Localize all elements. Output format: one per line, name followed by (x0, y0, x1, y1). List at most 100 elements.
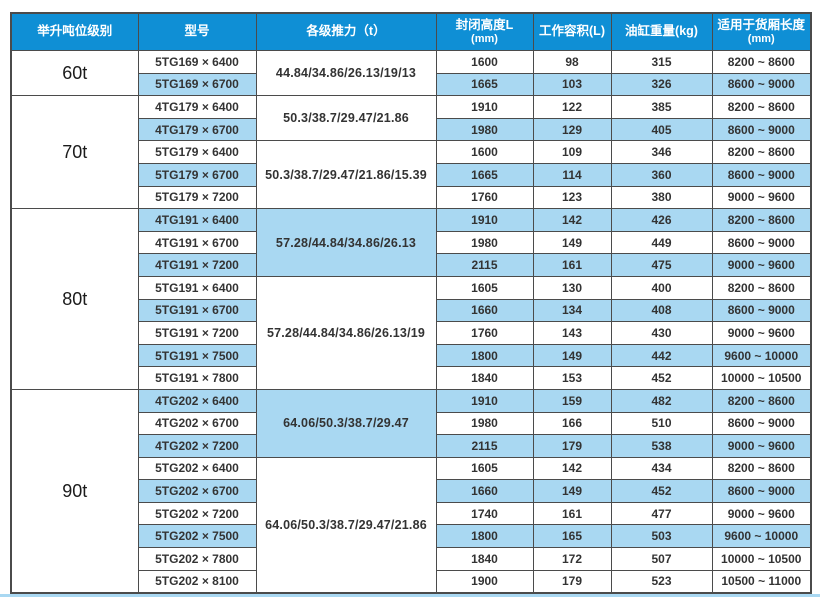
cylinder-weight-cell: 405 (610, 117, 713, 142)
tonnage-cell: 70t (10, 95, 139, 210)
working-volume-cell: 153 (532, 366, 612, 390)
working-volume-cell: 123 (532, 185, 612, 210)
closed-height-cell: 1760 (435, 321, 534, 345)
header-cell: 油缸重量(kg) (610, 12, 713, 51)
box-length-cell: 8200 ~ 8600 (711, 208, 812, 232)
cylinder-weight-cell: 315 (610, 50, 713, 74)
box-length-cell: 8600 ~ 9000 (711, 479, 812, 503)
header-row: 举升吨位级别 型号 各级推力（t） 封闭高度L (mm) 工作容积(L) 油缸重量(kg) 适… (10, 12, 812, 51)
working-volume-cell: 179 (532, 569, 612, 594)
model-cell: 5TG191 × 7200 (137, 321, 257, 345)
model-cell: 5TG191 × 7500 (137, 343, 257, 368)
model-cell: 4TG191 × 6400 (137, 208, 257, 232)
thrust-cell: 50.3/38.7/29.47/21.86 (255, 95, 437, 142)
thrust-cell: 44.84/34.86/26.13/19/13 (255, 49, 437, 97)
working-volume-cell: 122 (532, 95, 612, 119)
header-cell: 封闭高度L (mm) (435, 12, 534, 51)
cylinder-weight-cell: 360 (610, 162, 713, 187)
header-cell: 各级推力（t） (255, 12, 437, 51)
closed-height-cell: 1665 (435, 72, 534, 97)
model-cell: 4TG202 × 7200 (137, 434, 257, 458)
model-cell: 4TG202 × 6400 (137, 388, 257, 413)
model-cell: 5TG202 × 6400 (137, 456, 257, 481)
closed-height-cell: 1660 (435, 479, 534, 503)
cylinder-weight-cell: 449 (610, 230, 713, 255)
cylinder-weight-cell: 503 (610, 524, 713, 549)
closed-height-cell: 1910 (435, 388, 534, 413)
closed-height-cell: 1605 (435, 275, 534, 300)
working-volume-cell: 159 (532, 388, 612, 413)
table-row: 5TG202 × 7800 1840 172 507 10000 ~ 10500 (11, 547, 812, 571)
table-row: 5TG191 × 7500 1800 149 442 9600 ~ 10000 (11, 343, 812, 368)
closed-height-cell: 1980 (435, 117, 534, 142)
closed-height-cell: 1600 (435, 50, 534, 74)
working-volume-cell: 166 (532, 411, 612, 436)
model-cell: 5TG202 × 6700 (137, 479, 257, 503)
box-length-cell: 10500 ~ 11000 (711, 569, 812, 594)
closed-height-cell: 1980 (435, 411, 534, 436)
cylinder-weight-cell: 510 (610, 411, 713, 436)
cylinder-weight-cell: 477 (610, 501, 713, 526)
closed-height-cell: 1600 (435, 140, 534, 164)
closed-height-cell: 1840 (435, 366, 534, 390)
hydraulic-cylinder-spec-table: 举升吨位级别 型号 各级推力（t） 封闭高度L (mm) 工作容积(L) 油缸重量(kg) 适… (10, 12, 812, 595)
box-length-cell: 8200 ~ 8600 (711, 275, 812, 300)
table-row: 5TG191 × 7800 1840 153 452 10000 ~ 10500 (11, 366, 812, 390)
model-cell: 5TG202 × 7800 (137, 547, 257, 571)
closed-height-cell: 1900 (435, 569, 534, 594)
model-cell: 4TG202 × 6700 (137, 411, 257, 436)
working-volume-cell: 161 (532, 253, 612, 277)
header-cell: 适用于货厢长度 (mm) (711, 12, 812, 51)
bottom-accent-line (0, 594, 820, 597)
box-length-cell: 9000 ~ 9600 (711, 253, 812, 277)
cylinder-weight-cell: 452 (610, 479, 713, 503)
box-length-cell: 9000 ~ 9600 (711, 434, 812, 458)
table-row: 90t 4TG202 × 6400 64.06/50.3/38.7/29.47 191… (10, 388, 812, 594)
thrust-cell: 64.06/50.3/38.7/29.47/21.86 (255, 456, 437, 594)
model-cell: 4TG191 × 7200 (137, 253, 257, 277)
closed-height-cell: 1800 (435, 524, 534, 549)
table-row: 4TG191 × 6700 1980 149 449 8600 ~ 9000 (11, 230, 812, 255)
working-volume-cell: 142 (532, 456, 612, 481)
model-cell: 5TG179 × 6400 (137, 140, 257, 164)
table-row: 5TG202 × 6700 1660 149 452 8600 ~ 9000 (11, 479, 812, 503)
closed-height-cell: 1605 (435, 456, 534, 481)
working-volume-cell: 165 (532, 524, 612, 549)
box-length-cell: 8200 ~ 8600 (711, 50, 812, 74)
box-length-cell: 8600 ~ 9000 (711, 298, 812, 323)
model-cell: 4TG191 × 6700 (137, 230, 257, 255)
working-volume-cell: 129 (532, 117, 612, 142)
model-cell: 5TG202 × 7500 (137, 524, 257, 549)
working-volume-cell: 161 (532, 501, 612, 526)
header-label: 封闭高度L (455, 18, 514, 33)
closed-height-cell: 2115 (435, 434, 534, 458)
working-volume-cell: 149 (532, 479, 612, 503)
cylinder-weight-cell: 475 (610, 253, 713, 277)
thrust-cell: 57.28/44.84/34.86/26.13 (255, 208, 437, 277)
cylinder-weight-cell: 507 (610, 547, 713, 571)
header-cell: 型号 (137, 12, 257, 51)
closed-height-cell: 1980 (435, 230, 534, 255)
table-row: 4TG202 × 6700 1980 166 510 8600 ~ 9000 (11, 411, 812, 436)
table-row: 5TG202 × 7200 1740 161 477 9000 ~ 9600 (11, 501, 812, 526)
box-length-cell: 8600 ~ 9000 (711, 72, 812, 97)
model-cell: 5TG191 × 6700 (137, 298, 257, 323)
box-length-cell: 8200 ~ 8600 (711, 388, 812, 413)
tonnage-cell: 60t (10, 49, 139, 97)
box-length-cell: 8600 ~ 9000 (711, 230, 812, 255)
cylinder-weight-cell: 482 (610, 388, 713, 413)
working-volume-cell: 114 (532, 162, 612, 187)
working-volume-cell: 143 (532, 321, 612, 345)
working-volume-cell: 130 (532, 275, 612, 300)
box-length-cell: 9000 ~ 9600 (711, 321, 812, 345)
box-length-cell: 9600 ~ 10000 (711, 343, 812, 368)
table-row: 5TG169 × 6700 1665 103 326 8600 ~ 9000 (11, 72, 812, 97)
cylinder-weight-cell: 326 (610, 72, 713, 97)
box-length-cell: 8600 ~ 9000 (711, 162, 812, 187)
model-cell: 5TG169 × 6700 (137, 72, 257, 97)
working-volume-cell: 109 (532, 140, 612, 164)
header-cell: 举升吨位级别 (10, 12, 139, 51)
cylinder-weight-cell: 523 (610, 569, 713, 594)
header-label: 工作容积(L) (539, 24, 605, 39)
table-row: 5TG191 × 7200 1760 143 430 9000 ~ 9600 (11, 321, 812, 345)
